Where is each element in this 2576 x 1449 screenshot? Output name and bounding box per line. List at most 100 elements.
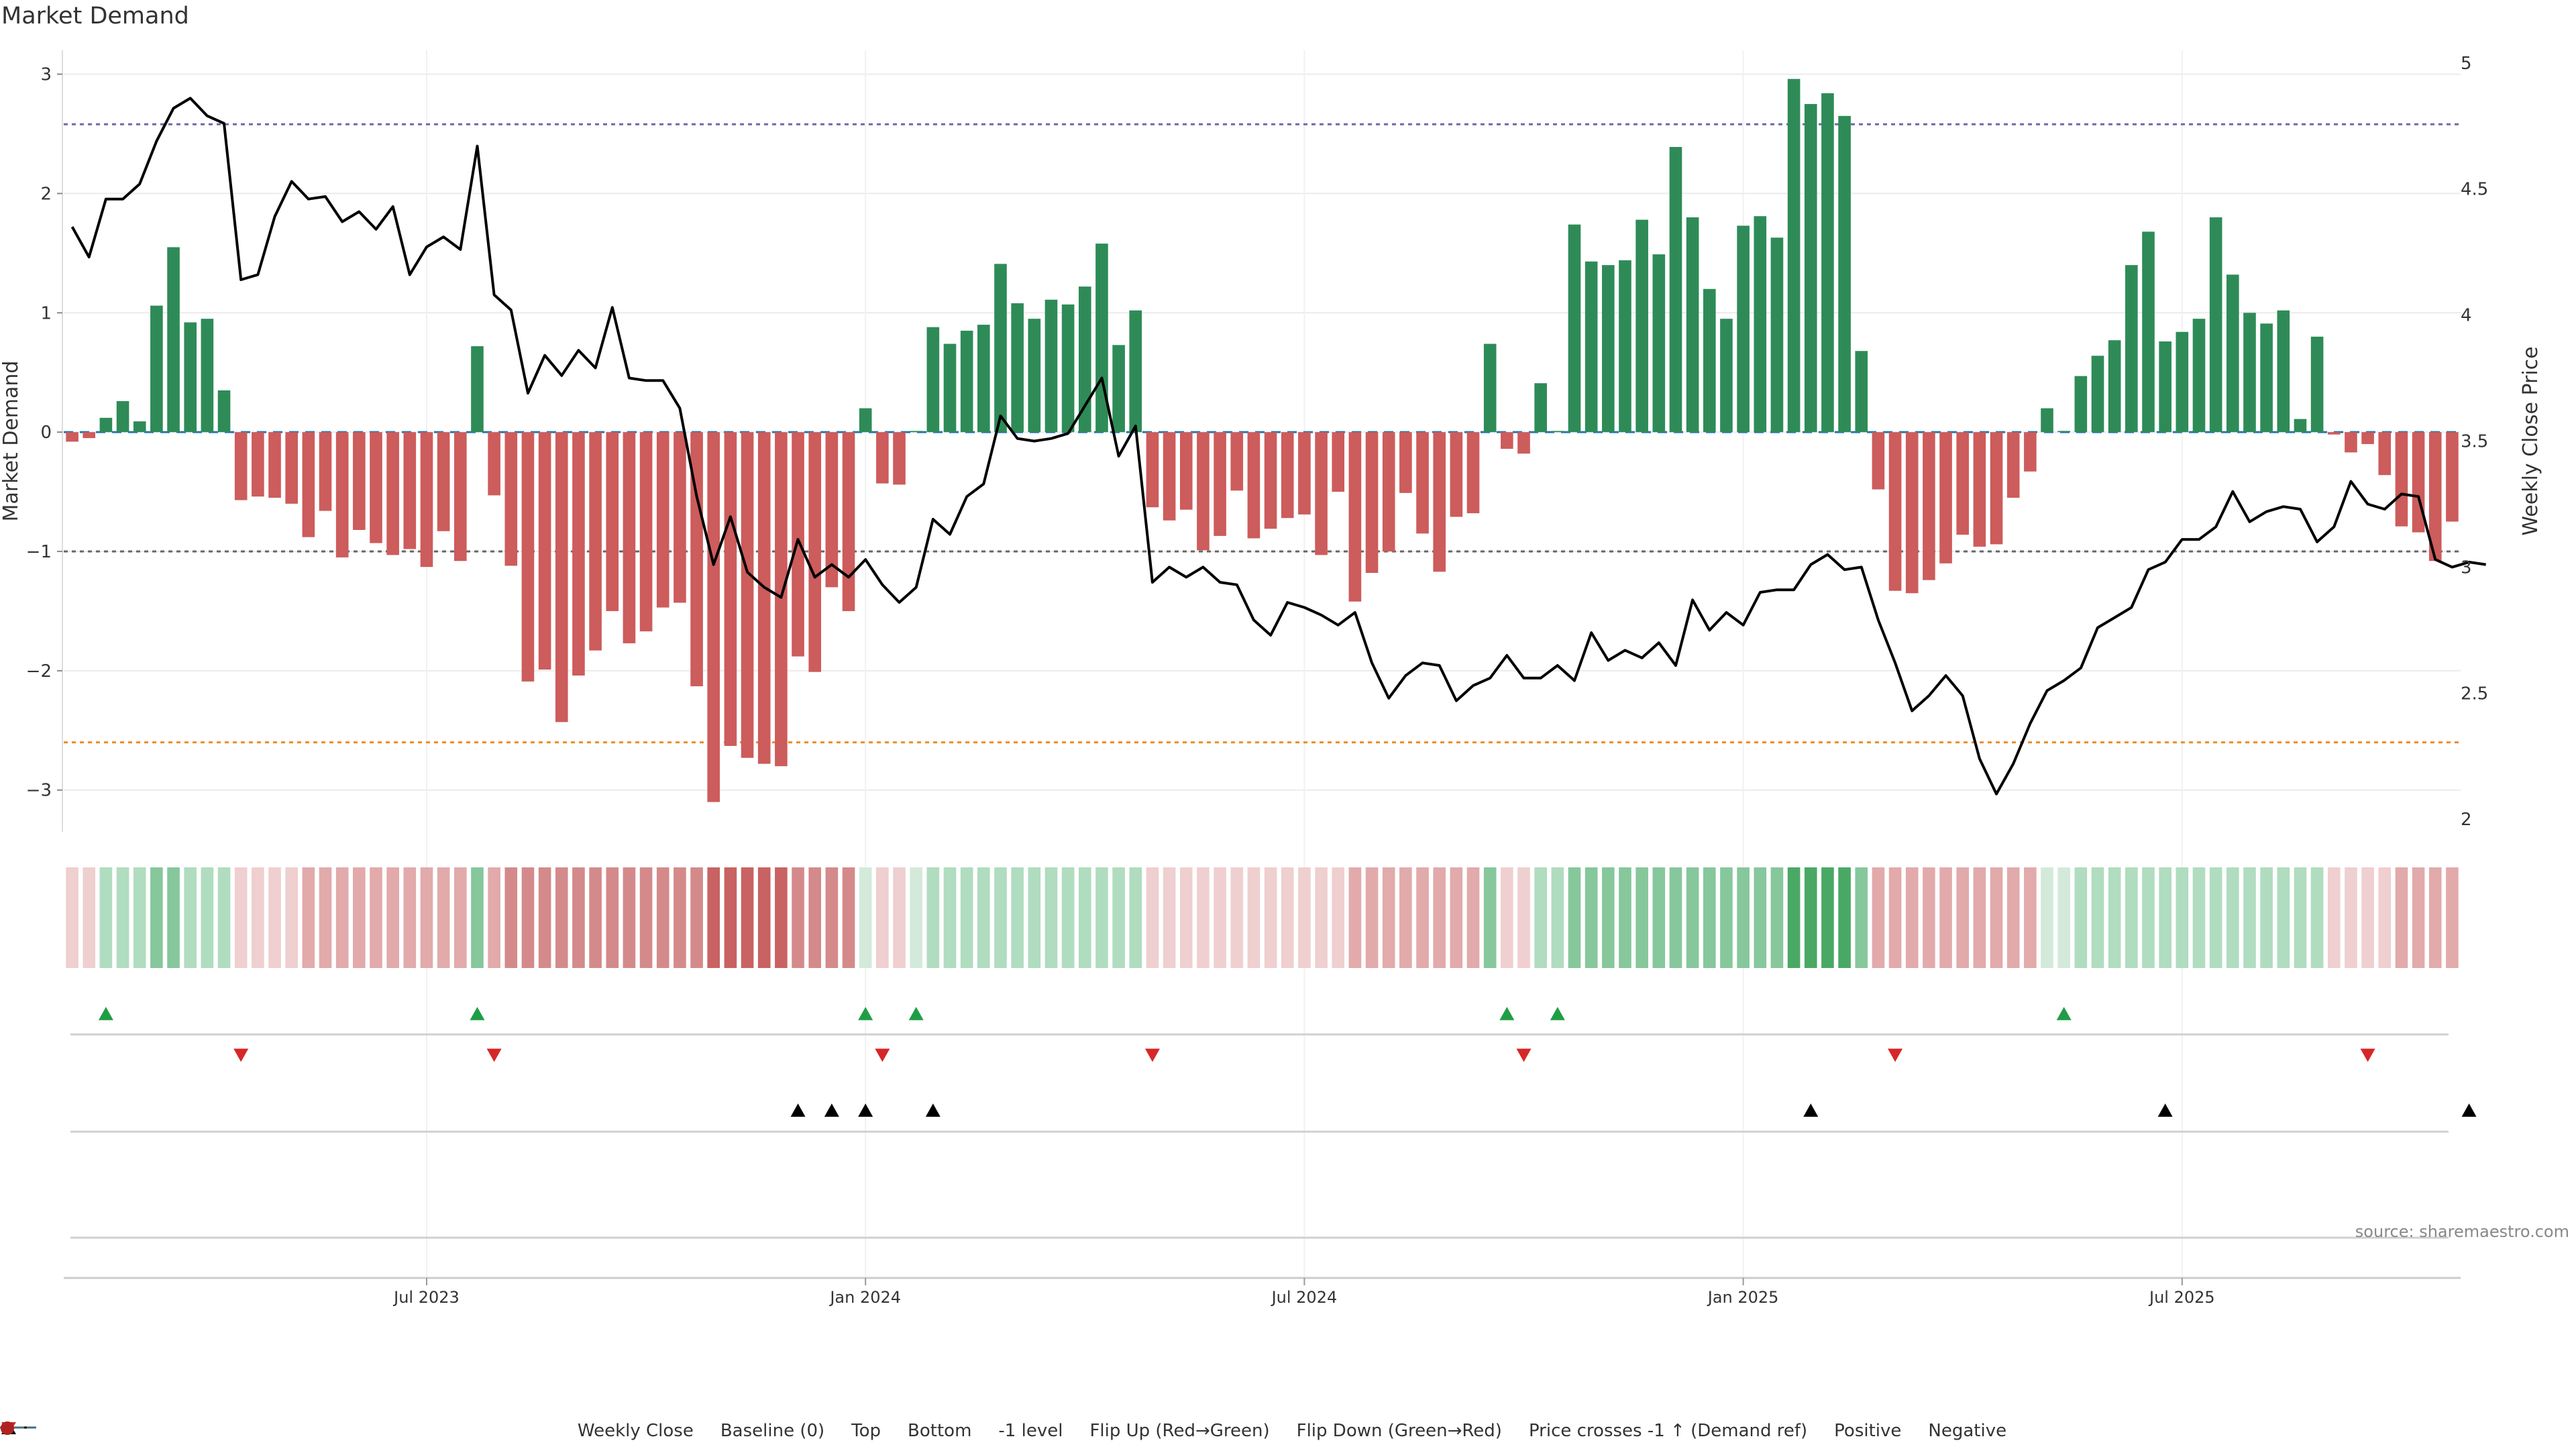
demand-bar: [1501, 432, 1513, 449]
strip-cell: [1112, 867, 1125, 968]
strip-cell: [656, 867, 669, 968]
strip-cell: [1905, 867, 1919, 968]
strip-cell: [1365, 867, 1379, 968]
strip-cell: [757, 867, 771, 968]
strip-cell: [1197, 867, 1210, 968]
strip-cell: [1214, 867, 1226, 968]
demand-bar: [656, 432, 669, 608]
strip-cell: [977, 867, 990, 968]
right-tick-label: 2.5: [2461, 684, 2488, 704]
demand-bar: [674, 432, 686, 603]
legend-item-negative: Negative: [1, 1421, 2006, 1441]
strip-cell: [1956, 867, 1970, 968]
demand-bar: [1821, 93, 1834, 433]
legend-item-top: Top: [0, 1421, 881, 1441]
flip-down-marker: [1888, 1049, 1903, 1062]
demand-bar: [2395, 432, 2408, 527]
demand-bar: [2041, 408, 2053, 433]
demand-bar: [994, 264, 1007, 433]
demand-bar: [335, 432, 349, 557]
demand-bar: [1146, 432, 1159, 508]
event-markers: [70, 1007, 2477, 1239]
strip-cell: [538, 867, 551, 968]
legend-item-flip_down: Flip Down (Green→Red): [1, 1421, 1502, 1441]
demand-bar: [319, 432, 332, 511]
strip-cell: [1399, 867, 1412, 968]
demand-bar: [2446, 432, 2459, 522]
right-tick-label: 5: [2461, 54, 2472, 74]
strip-cell: [1028, 867, 1041, 968]
strip-cell: [1163, 867, 1176, 968]
demand-bar: [2024, 432, 2037, 472]
demand-bar: [99, 417, 113, 433]
strip-cell: [1568, 867, 1581, 968]
demand-bar: [353, 432, 366, 531]
demand-bars: [66, 78, 2459, 802]
demand-bar: [2277, 310, 2290, 433]
strip-cell: [1686, 867, 1699, 968]
strip-cell: [1787, 867, 1801, 968]
demand-bar: [1551, 431, 1564, 433]
demand-bar: [268, 432, 281, 498]
strip-cell: [2142, 867, 2155, 968]
flip-up-marker: [858, 1007, 873, 1020]
strip-cell: [926, 867, 940, 968]
demand-bar: [302, 432, 315, 537]
demand-bar: [2142, 231, 2155, 433]
demand-bar: [1450, 432, 1463, 517]
demand-bar: [589, 432, 602, 651]
demand-bar: [1332, 432, 1345, 492]
source-note: source: sharemaestro.com: [2355, 1222, 2569, 1241]
demand-bar: [2345, 432, 2357, 453]
demand-bar: [488, 432, 500, 496]
left-tick-label: 1: [40, 303, 52, 323]
strip-cell: [1838, 867, 1851, 968]
demand-bar: [1635, 219, 1648, 433]
strip-cell: [2226, 867, 2239, 968]
demand-bar: [808, 432, 822, 672]
price-cross-marker: [858, 1104, 873, 1117]
demand-bar: [1365, 432, 1379, 574]
demand-bar: [2428, 432, 2442, 561]
demand-bar: [859, 408, 872, 433]
demand-bar: [1602, 265, 1615, 433]
price-cross-marker: [2461, 1104, 2477, 1117]
strip-cell: [1501, 867, 1513, 968]
demand-bar: [1973, 432, 1986, 547]
demand-bar: [2260, 323, 2273, 433]
demand-bar: [1230, 432, 1244, 491]
demand-bar: [1163, 432, 1176, 521]
strip-cell: [2361, 867, 2374, 968]
strip-cell: [167, 867, 180, 968]
flip-up-marker: [470, 1007, 485, 1020]
demand-bar: [1466, 432, 1480, 514]
demand-bar: [234, 432, 248, 500]
demand-bar: [1129, 310, 1142, 433]
strip-cell: [741, 867, 754, 968]
strip-cell: [488, 867, 500, 968]
x-axis: Jul 2023 Jan 2024 Jul 2024 Jan 2025 Jul 2025: [64, 1277, 2461, 1307]
left-tick-label: −3: [26, 781, 52, 801]
strip-cell: [504, 867, 518, 968]
legend-label: Top: [851, 1421, 881, 1441]
strip-cell: [2428, 867, 2442, 968]
demand-bar: [184, 322, 197, 433]
demand-bar: [1078, 286, 1091, 433]
strip-cell: [910, 867, 922, 968]
demand-bar: [521, 432, 535, 682]
demand-bar: [2091, 356, 2104, 433]
strip-cell: [1872, 867, 1885, 968]
demand-bar: [572, 432, 585, 676]
flip-up-marker: [98, 1007, 113, 1020]
strip-cell: [623, 867, 636, 968]
flip-down-marker: [233, 1049, 249, 1062]
strip-cell: [1888, 867, 1902, 968]
strip-cell: [1720, 867, 1733, 968]
chart-legend: Weekly Close Baseline (0) Top Bottom -1 leve…: [0, 1421, 2576, 1441]
legend-item-minus1: -1 level: [0, 1421, 1063, 1441]
demand-bar: [1315, 432, 1328, 555]
strip-cell: [1281, 867, 1294, 968]
demand-bar: [2310, 336, 2324, 433]
strip-cell: [1348, 867, 1362, 968]
